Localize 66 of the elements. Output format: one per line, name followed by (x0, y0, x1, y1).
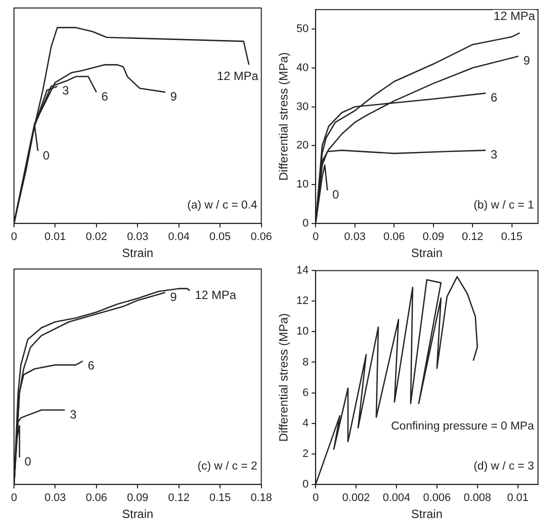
y-tick-label: 10 (296, 178, 309, 191)
series-label: 12 MPa (194, 288, 237, 302)
y-tick-label: 40 (296, 62, 309, 74)
x-axis-title: Strain (411, 246, 442, 260)
y-tick-label: 8 (302, 356, 309, 368)
series-label: 12 MPa (216, 69, 259, 84)
series-label: 0 (332, 188, 340, 202)
x-axis-title: Strain (122, 246, 154, 260)
x-tick-label: 0 (10, 492, 18, 504)
y-tick-label: 12 (296, 295, 309, 308)
x-axis-title: Strain (411, 507, 442, 522)
x-tick-label: 0.05 (209, 231, 231, 244)
series-label: 6 (490, 90, 498, 104)
x-tick-label: 0.002 (342, 492, 370, 504)
y-tick-label: 0 (302, 478, 309, 490)
annotation: (b) w / c = 1 (474, 200, 534, 212)
x-tick-label: 0.06 (383, 231, 405, 244)
x-tick-label: 0.006 (423, 492, 451, 504)
x-tick-label: 0.03 (126, 231, 148, 244)
x-axis-title: Strain (122, 507, 154, 522)
x-tick-label: 0.09 (126, 492, 148, 504)
series-label: 0 (42, 148, 50, 162)
x-tick-label: 0 (10, 231, 18, 244)
series-label: 6 (88, 358, 95, 372)
x-tick-label: 0.02 (86, 231, 108, 244)
x-tick-label: 0.008 (464, 492, 492, 504)
x-tick-label: 0.03 (44, 492, 66, 504)
y-tick-label: 14 (296, 264, 309, 277)
x-tick-label: 0.15 (209, 492, 231, 504)
x-tick-label: 0.004 (382, 492, 410, 504)
y-axis-title: Differential stress (MPa) (276, 52, 291, 181)
x-tick-label: 0.09 (422, 231, 444, 244)
series-label: 3 (490, 148, 498, 162)
y-tick-label: 0 (302, 217, 309, 230)
x-tick-label: 0.06 (86, 492, 108, 504)
x-tick-label: 0.18 (250, 492, 272, 504)
x-tick-label: 0.01 (44, 231, 66, 244)
y-tick-label: 2 (302, 448, 309, 460)
y-tick-label: 50 (296, 23, 309, 36)
series-label: 9 (170, 290, 178, 304)
y-tick-label: 4 (302, 417, 309, 430)
x-tick-label: 0.12 (168, 492, 190, 504)
y-tick-label: 6 (302, 386, 309, 399)
x-tick-label: 0.04 (168, 231, 190, 244)
x-tick-label: 0 (312, 492, 319, 504)
y-tick-label: 20 (296, 140, 309, 152)
series-label: 9 (523, 54, 530, 68)
annotation: (c) w / c = 2 (198, 460, 258, 473)
series-label: 6 (101, 90, 108, 104)
series-label: 0 (24, 454, 32, 468)
series-label: 9 (170, 90, 178, 104)
series-label: 12 MPa (494, 9, 536, 24)
x-tick-label: 0.15 (501, 231, 523, 244)
y-tick-label: 30 (296, 100, 309, 113)
series-label: 3 (62, 84, 70, 98)
x-tick-label: 0.01 (507, 492, 528, 504)
x-tick-label: 0 (312, 231, 319, 244)
y-axis-title: Differential stress (MPa) (276, 313, 291, 442)
x-tick-label: 0.12 (462, 231, 484, 244)
x-tick-label: 0.06 (250, 231, 272, 244)
annotation: (a) w / c = 0.4 (187, 200, 258, 212)
y-tick-label: 10 (296, 326, 309, 338)
series-label: 3 (70, 407, 77, 422)
x-tick-label: 0.03 (344, 231, 366, 244)
annotation: (d) w / c = 3 (474, 460, 534, 473)
annotation: Confining pressure = 0 MPa (391, 420, 535, 433)
